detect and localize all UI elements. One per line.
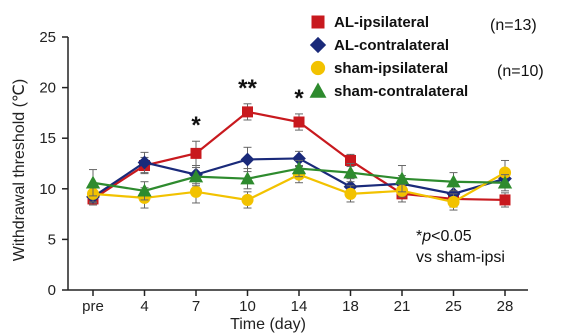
legend-label-sham-contralateral: sham-contralateral [334,83,468,100]
significance-markers: *** * [191,75,304,139]
data-point-sham-contralateral [240,171,255,185]
x-tick-label: 18 [342,298,359,315]
x-tick-label: 14 [291,298,308,315]
data-point-sham-contralateral [497,175,513,189]
legend-sample-size: (n=13) [490,17,537,34]
data-point-al-contralateral [240,152,255,167]
legend-marker-sham-ipsilateral [310,60,326,76]
series-layer [85,103,513,211]
y-tick-label: 5 [48,231,56,248]
x-axis-title: Time (day) [230,316,306,333]
x-tick-label: pre [82,298,104,315]
data-point-sham-ipsilateral [189,185,203,198]
data-point-al-ipsilateral [190,147,202,159]
legend-marker-sham-contralateral [309,82,327,98]
legend-label-sham-ipsilateral: sham-ipsilateral [334,60,448,77]
x-tick-label: 28 [497,298,514,315]
legend-label-al-contralateral: AL-contralateral [334,37,449,54]
legend-sample-size: (n=10) [497,63,544,80]
data-point-sham-ipsilateral [447,195,460,209]
significance-marker: * [294,85,304,112]
legend-label-al-ipsilateral: AL-ipsilateral [334,14,429,31]
x-tick-label: 21 [394,298,411,315]
stats-annotation-line1: *p<0.05 [416,228,472,245]
stats-annotation-line2: vs sham-ipsi [416,249,505,266]
legend-marker-al-ipsilateral [311,15,325,29]
significance-marker: * [191,112,201,139]
series-sham-contralateral [85,159,513,201]
x-tick-label: 10 [239,298,256,315]
x-ticks: pre 4 7 10 14 18 21 25 28 [82,290,513,315]
data-point-al-ipsilateral [242,106,253,118]
x-tick-label: 4 [140,298,148,315]
data-point-al-ipsilateral [293,116,305,128]
data-point-sham-ipsilateral [498,166,512,179]
x-tick-label: 7 [192,298,200,315]
data-point-sham-contralateral [291,161,307,175]
data-point-sham-contralateral [446,174,461,188]
stats-annotation: *p<0.05 vs sham-ipsi [416,228,505,266]
data-point-al-ipsilateral [499,194,511,206]
y-ticks: 0 5 10 15 20 25 [39,29,68,299]
data-point-sham-ipsilateral [241,193,254,206]
y-tick-label: 0 [48,282,56,299]
data-point-al-contralateral [292,151,306,166]
data-point-sham-contralateral [85,175,101,189]
data-point-al-contralateral [137,155,152,170]
data-point-sham-contralateral [343,165,358,179]
y-tick-label: 20 [39,80,56,97]
data-point-sham-contralateral [188,169,204,183]
data-point-sham-ipsilateral [344,187,357,200]
y-tick-label: 25 [39,29,56,46]
data-point-sham-contralateral [137,183,152,197]
y-tick-label: 15 [39,130,56,147]
x-tick-label: 25 [445,298,462,315]
y-axis-title: Withdrawal threshold (℃) [11,79,28,261]
data-point-al-ipsilateral [345,154,356,166]
data-point-sham-contralateral [394,171,410,185]
y-tick-label: 10 [39,181,56,198]
significance-marker: ** [238,75,257,102]
legend: AL-ipsilateral AL-contralateral sham-ipsil… [309,14,544,100]
legend-marker-al-contralateral [309,36,327,54]
